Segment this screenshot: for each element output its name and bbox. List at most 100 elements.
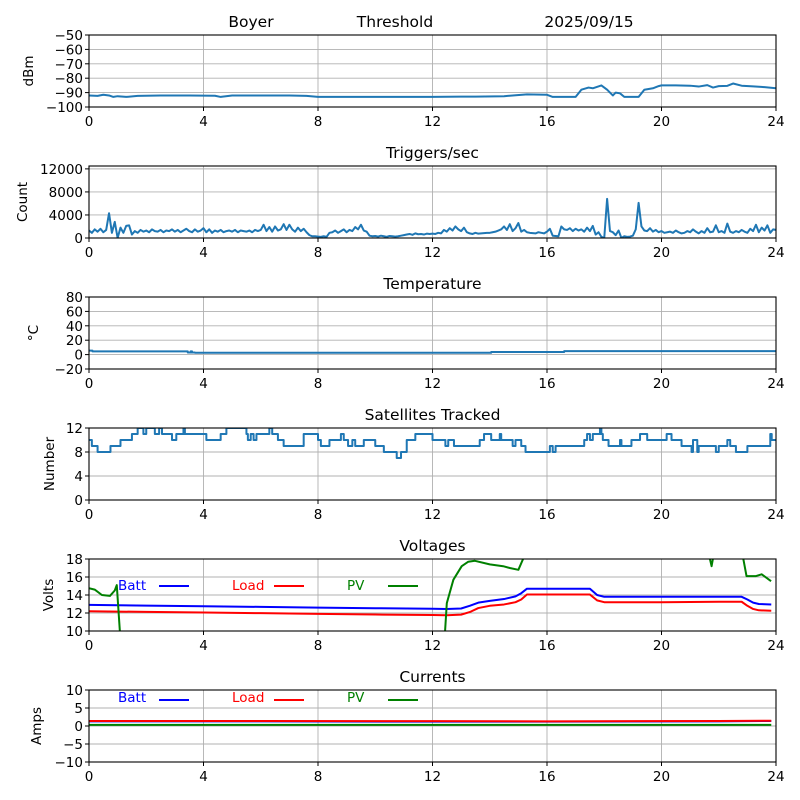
x-tick-label: 12 (424, 638, 441, 654)
y-tick-label: 4 (74, 469, 83, 485)
legend: Batt Load PV (118, 578, 418, 594)
series-group (89, 197, 776, 238)
x-tick-label: 12 (424, 376, 441, 392)
y-axis-label: °C (26, 325, 42, 341)
header-mode: Threshold (356, 13, 433, 31)
x-tick-label: 20 (653, 114, 670, 130)
y-tick-label: 12000 (40, 162, 83, 178)
series-line-triggers-sec (89, 197, 776, 238)
header-site: Boyer (228, 13, 274, 31)
y-tick-label: 16 (66, 570, 83, 586)
panel-volts-4: 0 4 8 12 16 20 24 10 12 14 16 18 Voltages Volts Batt Lo… (41, 537, 785, 654)
y-tick-label: −50 (55, 28, 84, 44)
y-tick-label: −90 (55, 86, 84, 102)
x-tick-label: 4 (199, 245, 208, 261)
x-tick-label: 12 (424, 245, 441, 261)
x-tick-label: 12 (424, 769, 441, 785)
x-tick-label: 8 (314, 507, 323, 523)
y-tick-label: −80 (55, 71, 84, 87)
x-tick-label: 16 (538, 114, 555, 130)
y-tick-label: 12 (66, 606, 83, 622)
series-line-satellites (89, 428, 776, 459)
x-tick-label: 0 (85, 638, 94, 654)
grid (88, 296, 777, 370)
y-tick-label: 10 (66, 683, 83, 699)
y-axis-label: Amps (29, 707, 45, 745)
x-tick-label: 20 (653, 638, 670, 654)
x-tick-label: 4 (199, 638, 208, 654)
x-tick-label: 24 (767, 376, 784, 392)
x-tick-label: 8 (314, 769, 323, 785)
y-tick-label: 80 (66, 290, 83, 306)
y-tick-label: 8000 (49, 185, 83, 201)
x-tick-label: 16 (538, 638, 555, 654)
y-tick-label: 60 (66, 304, 83, 320)
y-tick-label: 0 (74, 348, 83, 364)
y-tick-label: −100 (46, 100, 83, 116)
panel-dbm-0: 0 4 8 12 16 20 24 −100−90−80−70−60−50 dBm (21, 28, 785, 130)
x-tick-label: 20 (653, 245, 670, 261)
y-tick-label: 5 (74, 701, 83, 717)
x-tick-label: 24 (767, 638, 784, 654)
y-tick-label: 4000 (49, 208, 83, 224)
y-tick-label: −5 (63, 737, 83, 753)
x-tick-label: 16 (538, 245, 555, 261)
series-line-pv (89, 559, 772, 631)
y-tick-label: −70 (55, 57, 84, 73)
x-tick-label: 20 (653, 507, 670, 523)
grid (88, 558, 777, 632)
x-tick-label: 24 (767, 507, 784, 523)
legend-label-pv: PV (347, 690, 365, 706)
x-tick-label: 0 (85, 376, 94, 392)
y-tick-label: −20 (55, 362, 84, 378)
panel-number-3: 0 4 8 12 16 20 24 0 4 8 12 Satellites Tracked Number (42, 406, 785, 523)
x-tick-label: 0 (85, 507, 94, 523)
x-tick-label: 20 (653, 769, 670, 785)
x-tick-label: 24 (767, 769, 784, 785)
x-tick-label: 12 (424, 114, 441, 130)
y-axis-label: Number (42, 436, 58, 491)
x-tick-label: 20 (653, 376, 670, 392)
x-tick-label: 12 (424, 507, 441, 523)
y-axis-label: Count (15, 182, 31, 222)
x-tick-label: 8 (314, 245, 323, 261)
y-axis-label: dBm (21, 56, 37, 87)
x-tick-label: 16 (538, 376, 555, 392)
series-line-load (89, 593, 772, 617)
series-group (89, 559, 772, 631)
panel-count-1: 0 4 8 12 16 20 24 0 4000 8000 12000 Triggers/sec Cou… (15, 144, 785, 261)
y-tick-label: 0 (74, 493, 83, 509)
panel-title: Triggers/sec (385, 144, 479, 162)
legend-label-load: Load (232, 690, 264, 706)
series-line-batt (89, 587, 772, 610)
legend-label-pv: PV (347, 578, 365, 594)
series-group (89, 428, 776, 459)
panel-title: Voltages (399, 537, 465, 555)
x-tick-label: 24 (767, 114, 784, 130)
x-tick-label: 4 (199, 114, 208, 130)
y-tick-label: 40 (66, 319, 83, 335)
series-line-dbm (89, 82, 776, 98)
y-tick-label: 0 (74, 231, 83, 247)
grid (88, 166, 777, 239)
panel-title: Temperature (382, 275, 481, 293)
x-tick-label: 8 (314, 376, 323, 392)
x-tick-label: 4 (199, 769, 208, 785)
y-tick-label: 0 (74, 719, 83, 735)
panel-title: Satellites Tracked (365, 406, 501, 424)
legend: Batt Load PV (118, 690, 418, 706)
y-tick-label: 10 (66, 624, 83, 640)
legend-label-batt: Batt (118, 690, 146, 706)
x-tick-label: 24 (767, 245, 784, 261)
y-tick-label: −10 (55, 755, 84, 771)
x-tick-label: 16 (538, 507, 555, 523)
y-tick-label: −60 (55, 42, 84, 58)
figure-header: Boyer Threshold 2025/09/15 (228, 13, 633, 31)
grid (88, 689, 777, 763)
panel-title: Currents (399, 668, 465, 686)
x-tick-label: 4 (199, 376, 208, 392)
